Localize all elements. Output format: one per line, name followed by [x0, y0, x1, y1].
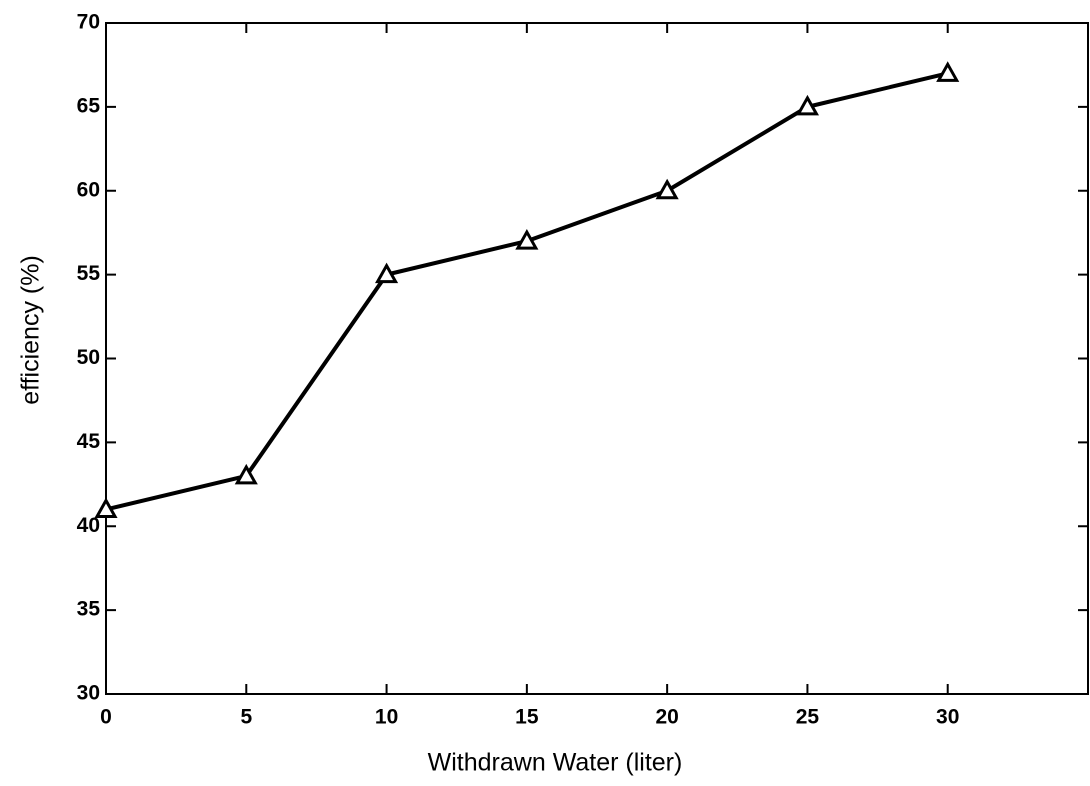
y-tick-label: 65	[77, 94, 101, 117]
x-tick-label: 20	[655, 706, 678, 729]
data-marker	[795, 94, 819, 116]
y-tick-label: 55	[77, 262, 101, 285]
y-tick-label: 30	[77, 682, 100, 705]
data-marker	[936, 61, 960, 82]
x-tick-label: 0	[100, 706, 112, 729]
data-marker	[655, 178, 679, 200]
y-tick-label: 50	[77, 346, 100, 369]
x-axis-title: Withdrawn Water (liter)	[428, 749, 683, 777]
data-marker	[375, 262, 399, 284]
data-marker	[515, 229, 539, 250]
y-tick-label: 40	[77, 514, 100, 537]
plot-frame	[105, 22, 1089, 695]
y-tick-label: 35	[77, 598, 101, 621]
x-tick-label: 5	[240, 706, 252, 729]
y-axis-title: efficiency (%)	[17, 255, 45, 405]
x-tick-label: 25	[796, 706, 820, 729]
data-marker	[94, 497, 118, 518]
y-tick-label: 70	[77, 11, 100, 34]
x-tick-label: 10	[375, 706, 398, 729]
y-tick-label: 45	[77, 430, 101, 453]
y-tick-label: 60	[77, 178, 100, 201]
data-line	[105, 71, 949, 512]
x-tick-label: 15	[515, 706, 539, 729]
data-marker	[234, 463, 258, 485]
x-tick-label: 30	[936, 706, 959, 729]
